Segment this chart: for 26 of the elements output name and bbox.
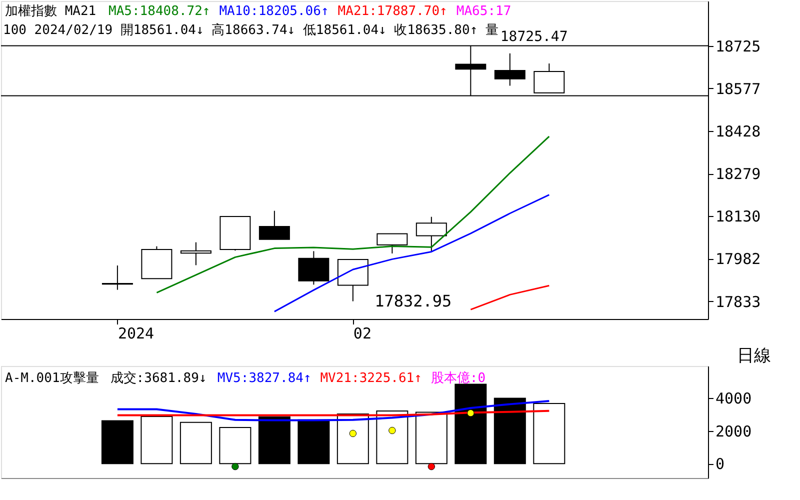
text: 日線 — [737, 346, 771, 366]
y-tick-label: 18577 — [716, 80, 761, 98]
chart-title: 加權指數 MA21 — [5, 4, 96, 19]
annotation: 17832.95 — [374, 291, 452, 310]
text: MA5:18408.72↑ — [108, 4, 210, 19]
legend-label: MA65:17 — [456, 4, 512, 19]
y-tick-label: 17982 — [716, 250, 761, 268]
y-tick-label: 0 — [716, 455, 725, 474]
x-tick-label: 02 — [353, 324, 372, 342]
y-tick-label: 2000 — [716, 422, 752, 440]
annotation: 18725.47 — [500, 28, 568, 45]
y-tick-label: 18130 — [716, 208, 761, 226]
y-tick-label: 18428 — [716, 122, 761, 140]
annotation: 股本億:0 — [430, 371, 486, 386]
text: MA21:17887.70↑ — [338, 4, 448, 19]
text: MV5:3827.84↑ — [217, 371, 312, 386]
text: 成交:3681.89↓ — [110, 370, 207, 386]
y-tick-label: 18725 — [716, 37, 761, 56]
text: MV21:3225.61↑ — [320, 371, 422, 386]
y-tick-label: 17833 — [716, 292, 761, 311]
text: MA10:18205.06↑ — [219, 4, 329, 19]
annotation: 100 2024/02/19 開18561.04↓ 高18663.74↓ 低18561.04↓ 收18635.80↑ 量 — [3, 22, 498, 38]
y-tick-label: 18279 — [716, 165, 761, 184]
x-tick-label: 2024 — [118, 324, 154, 342]
y-tick-label: 4000 — [716, 390, 752, 408]
chart-title: A-M.001攻擊量 — [5, 371, 99, 386]
